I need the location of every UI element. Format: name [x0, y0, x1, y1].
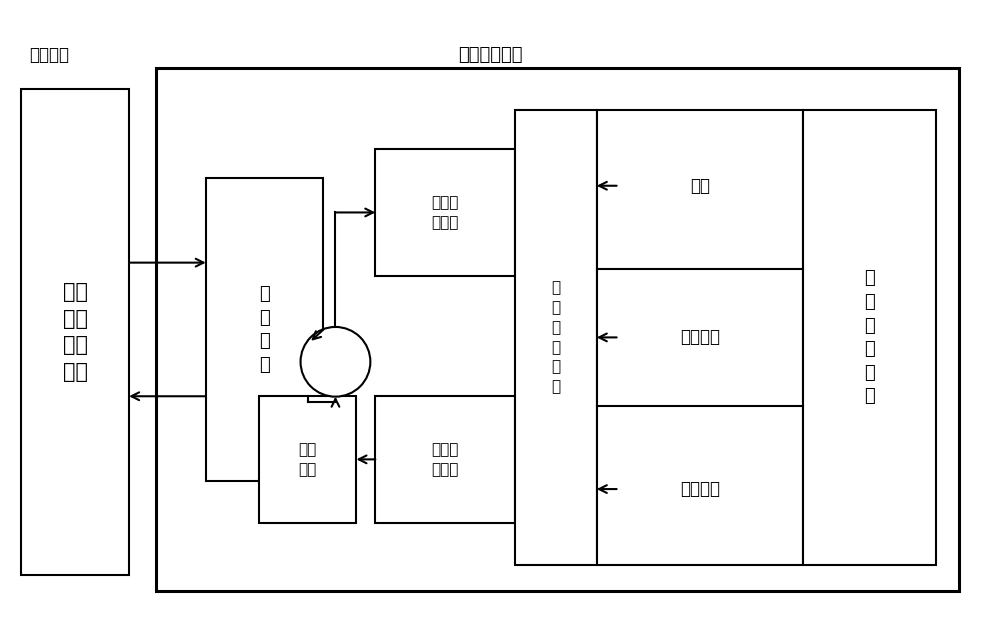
Text: 基
带
处
理
单
元: 基 带 处 理 单 元	[864, 269, 875, 405]
Text: 汽车测速: 汽车测速	[680, 480, 720, 498]
Bar	[156, 68, 959, 591]
Text: 环
焦
天
线: 环 焦 天 线	[259, 285, 270, 374]
Circle shape	[301, 327, 370, 397]
Bar	[597, 110, 803, 565]
Text: 发射通
道模块: 发射通 道模块	[431, 442, 459, 477]
Text: 团雾气象雷达: 团雾气象雷达	[458, 46, 522, 64]
Text: 功放
模块: 功放 模块	[298, 442, 317, 477]
Bar	[259, 396, 356, 523]
Text: 发射通
道模块: 发射通 道模块	[431, 195, 459, 230]
Bar	[21, 89, 129, 575]
Text: 微
波
链
路
单
元: 微 波 链 路 单 元	[551, 280, 560, 394]
Text: 气象
汽车
背景
环境: 气象 汽车 背景 环境	[63, 282, 88, 382]
Bar	[375, 396, 515, 523]
Text: 团雾检测: 团雾检测	[680, 328, 720, 346]
Text: 主控: 主控	[690, 177, 710, 195]
Text: 被测目标: 被测目标	[29, 46, 69, 64]
Bar	[803, 110, 936, 565]
Bar	[206, 178, 323, 481]
Bar	[515, 110, 597, 565]
Bar	[375, 149, 515, 276]
